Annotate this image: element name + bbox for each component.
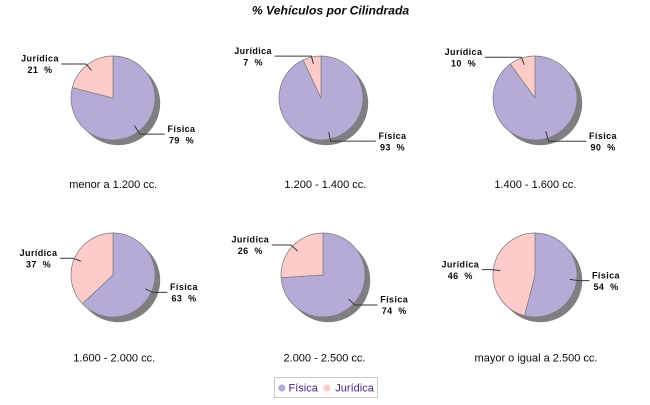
svg-text:63 %: 63 % — [171, 294, 196, 304]
svg-text:Física: Física — [379, 131, 408, 141]
svg-text:Física: Física — [380, 295, 409, 305]
svg-text:1.600 - 2.000 cc.: 1.600 - 2.000 cc. — [73, 353, 155, 365]
svg-text:26 %: 26 % — [238, 246, 263, 256]
svg-text:21 %: 21 % — [27, 65, 52, 75]
svg-text:menor a 1.200 cc.: menor a 1.200 cc. — [69, 179, 157, 191]
svg-text:74 %: 74 % — [382, 306, 407, 316]
svg-text:37 %: 37 % — [26, 259, 51, 269]
svg-text:10 %: 10 % — [451, 58, 476, 68]
svg-text:1.400 - 1.600 cc.: 1.400 - 1.600 cc. — [494, 179, 576, 191]
svg-text:79 %: 79 % — [169, 135, 194, 145]
svg-text:mayor o igual a 2.500 cc.: mayor o igual a 2.500 cc. — [475, 353, 598, 365]
svg-text:Física: Física — [168, 124, 197, 134]
svg-text:2.000 - 2.500 cc.: 2.000 - 2.500 cc. — [284, 353, 366, 365]
svg-text:Física: Física — [589, 131, 618, 141]
svg-text:46 %: 46 % — [448, 271, 473, 281]
svg-text:93 %: 93 % — [380, 142, 405, 152]
svg-text:90 %: 90 % — [590, 142, 615, 152]
svg-text:Jurídica: Jurídica — [231, 235, 269, 245]
svg-text:Jurídica: Jurídica — [21, 54, 59, 64]
svg-text:Jurídica: Jurídica — [234, 46, 272, 56]
svg-text:1.200 - 1.400 cc.: 1.200 - 1.400 cc. — [284, 179, 366, 191]
svg-text:Jurídica: Jurídica — [20, 248, 58, 258]
svg-text:Física: Física — [170, 282, 199, 292]
svg-text:Jurídica: Jurídica — [335, 383, 374, 395]
svg-text:7 %: 7 % — [243, 57, 263, 67]
svg-text:Física: Física — [289, 383, 319, 395]
svg-text:% Vehículos por Cilindrada: % Vehículos por Cilindrada — [252, 3, 410, 17]
svg-text:Física: Física — [592, 270, 621, 280]
svg-text:Jurídica: Jurídica — [445, 47, 483, 57]
svg-text:Jurídica: Jurídica — [441, 259, 479, 269]
svg-text:54 %: 54 % — [593, 282, 618, 292]
